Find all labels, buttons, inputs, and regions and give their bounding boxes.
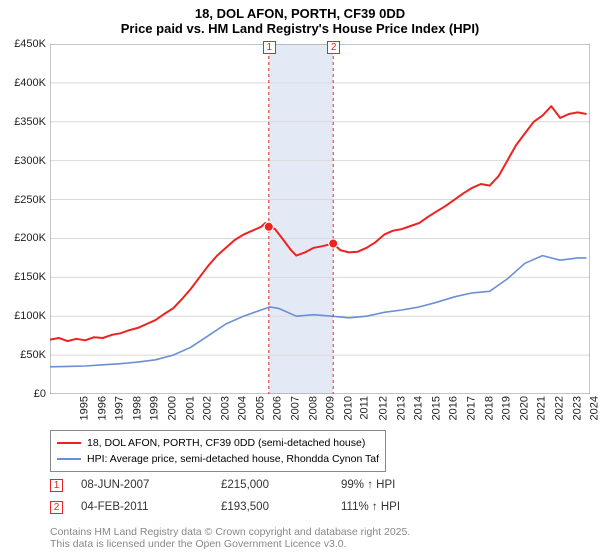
x-tick-label: 2023: [571, 396, 583, 420]
x-tick-label: 1999: [149, 396, 161, 420]
x-tick-label: 1997: [114, 396, 126, 420]
x-tick-label: 2005: [254, 396, 266, 420]
sales-row-hpi: 111% ↑ HPI: [341, 501, 491, 513]
x-tick-label: 2019: [501, 396, 513, 420]
title-address: 18, DOL AFON, PORTH, CF39 0DD: [0, 6, 600, 21]
x-tick-label: 2012: [378, 396, 390, 420]
x-tick-label: 2010: [342, 396, 354, 420]
sales-row: 2 04-FEB-2011£193,500111% ↑ HPI: [50, 496, 491, 518]
sales-row-price: £193,500: [221, 501, 341, 513]
legend-item: 18, DOL AFON, PORTH, CF39 0DD (semi-deta…: [57, 435, 379, 451]
x-tick-label: 2014: [413, 396, 425, 420]
chart-area: £0£50K£100K£150K£200K£250K£300K£350K£400…: [50, 44, 590, 394]
y-tick-label: £50K: [20, 349, 46, 361]
x-tick-label: 1996: [96, 396, 108, 420]
chart-container: 18, DOL AFON, PORTH, CF39 0DD Price paid…: [0, 0, 600, 560]
sales-row-marker: 1: [50, 479, 63, 492]
x-axis-labels: 1995 1996 1997 1998 1999 2000 2001 2002 2003 2004…: [50, 394, 590, 434]
legend-label: HPI: Average price, semi-detached house,…: [87, 453, 379, 465]
y-tick-label: £450K: [14, 38, 46, 50]
x-tick-label: 2018: [483, 396, 495, 420]
sales-row-hpi: 99% ↑ HPI: [341, 479, 491, 491]
y-tick-label: £100K: [14, 310, 46, 322]
footer-line2: This data is licensed under the Open Gov…: [50, 538, 410, 550]
x-tick-label: 2006: [272, 396, 284, 420]
x-tick-label: 2008: [307, 396, 319, 420]
x-tick-label: 2009: [325, 396, 337, 420]
x-tick-label: 2022: [553, 396, 565, 420]
x-tick-label: 2021: [536, 396, 548, 420]
x-tick-label: 2020: [518, 396, 530, 420]
sale-marker-labels: 12: [50, 44, 590, 394]
title-subtitle: Price paid vs. HM Land Registry's House …: [0, 21, 600, 36]
x-tick-label: 2007: [290, 396, 302, 420]
x-tick-label: 2004: [237, 396, 249, 420]
x-tick-label: 2001: [184, 396, 196, 420]
x-tick-label: 2024: [589, 396, 600, 420]
x-tick-label: 2013: [395, 396, 407, 420]
x-tick-label: 2015: [430, 396, 442, 420]
sale-marker-label: 2: [327, 41, 340, 54]
footer-line1: Contains HM Land Registry data © Crown c…: [50, 526, 410, 538]
title-block: 18, DOL AFON, PORTH, CF39 0DD Price paid…: [0, 0, 600, 36]
legend-swatch: [57, 442, 81, 444]
x-tick-label: 2000: [166, 396, 178, 420]
sales-row-date: 04-FEB-2011: [81, 501, 221, 513]
legend-item: HPI: Average price, semi-detached house,…: [57, 451, 379, 467]
y-tick-label: £400K: [14, 77, 46, 89]
x-tick-label: 2017: [465, 396, 477, 420]
sale-marker-label: 1: [263, 41, 276, 54]
y-tick-label: £250K: [14, 194, 46, 206]
x-tick-label: 2016: [448, 396, 460, 420]
x-tick-label: 1998: [131, 396, 143, 420]
y-tick-label: £300K: [14, 155, 46, 167]
y-tick-label: £150K: [14, 271, 46, 283]
sales-row: 1 08-JUN-2007£215,00099% ↑ HPI: [50, 474, 491, 496]
x-tick-label: 1995: [78, 396, 90, 420]
y-tick-label: £200K: [14, 232, 46, 244]
x-tick-label: 2003: [219, 396, 231, 420]
legend-label: 18, DOL AFON, PORTH, CF39 0DD (semi-deta…: [87, 437, 365, 449]
sales-row-marker: 2: [50, 501, 63, 514]
sales-row-date: 08-JUN-2007: [81, 479, 221, 491]
legend-box: 18, DOL AFON, PORTH, CF39 0DD (semi-deta…: [50, 430, 386, 472]
x-tick-label: 2002: [202, 396, 214, 420]
sales-row-price: £215,000: [221, 479, 341, 491]
sales-table: 1 08-JUN-2007£215,00099% ↑ HPI 2 04-FEB-201…: [50, 474, 491, 518]
y-tick-label: £0: [34, 388, 46, 400]
legend-swatch: [57, 458, 81, 460]
footer-attribution: Contains HM Land Registry data © Crown c…: [50, 526, 410, 550]
y-tick-label: £350K: [14, 116, 46, 128]
x-tick-label: 2011: [359, 396, 371, 420]
